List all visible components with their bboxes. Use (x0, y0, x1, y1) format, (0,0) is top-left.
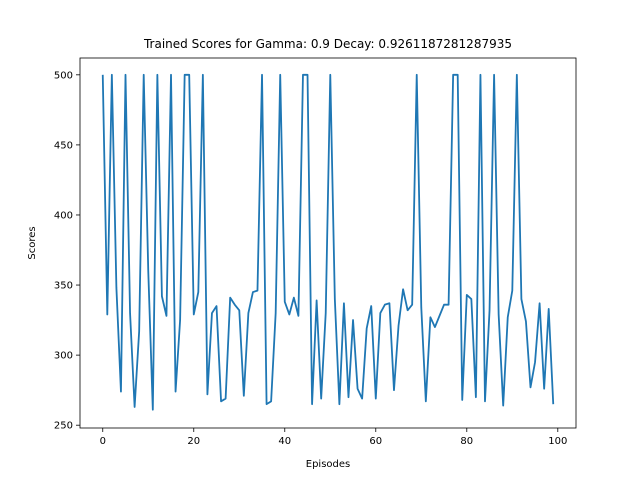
scores-series-line (101, 73, 555, 411)
y-tick-label: 400 (54, 210, 73, 221)
x-tick-label: 20 (187, 436, 200, 447)
x-tick-label: 40 (278, 436, 291, 447)
chart-title: Trained Scores for Gamma: 0.9 Decay: 0.9… (143, 37, 512, 51)
x-axis: 0 20 40 60 80 100 (100, 428, 567, 447)
y-tick-label: 450 (54, 140, 73, 151)
y-tick-label: 250 (54, 421, 73, 432)
y-tick-label: 300 (54, 351, 73, 362)
x-tick-label: 0 (100, 436, 106, 447)
x-tick-label: 100 (548, 436, 567, 447)
x-tick-label: 60 (369, 436, 382, 447)
x-axis-label: Episodes (306, 459, 350, 470)
x-tick-label: 80 (460, 436, 473, 447)
y-tick-label: 350 (54, 281, 73, 292)
y-axis: 250 300 350 400 450 500 (54, 70, 80, 432)
y-axis-label: Scores (27, 226, 38, 259)
plot-area (79, 57, 577, 429)
y-tick-label: 500 (54, 70, 73, 81)
